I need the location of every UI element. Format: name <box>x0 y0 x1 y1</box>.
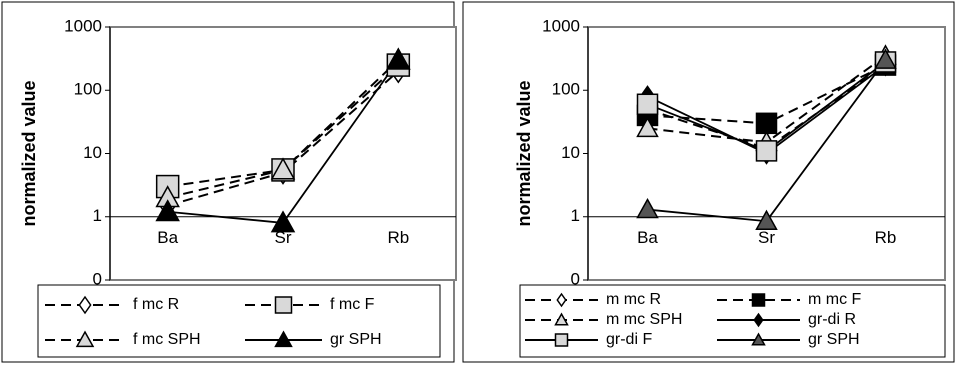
legend-marker <box>556 292 567 308</box>
legend-label: gr SPH <box>808 331 860 348</box>
frame <box>462 1 955 363</box>
legend-marker <box>274 296 293 314</box>
legend-label: f mc F <box>330 296 375 313</box>
legend-label: gr-di R <box>808 311 856 328</box>
legend-marker <box>753 312 764 328</box>
data-point <box>755 209 778 230</box>
data-point <box>636 197 659 219</box>
y-tick-label: 1 <box>571 206 580 225</box>
y-tick-label: 1000 <box>64 16 102 35</box>
x-tick-label: Ba <box>637 228 658 247</box>
legend-marker <box>75 330 95 348</box>
legend-marker <box>751 293 766 307</box>
x-tick-label: Rb <box>875 228 897 247</box>
data-point <box>874 48 897 69</box>
y-tick-label: 0 <box>571 269 580 288</box>
data-point <box>270 157 296 180</box>
x-tick-label: Ba <box>157 228 178 247</box>
legend-marker <box>751 332 766 346</box>
data-point <box>755 140 778 162</box>
y-tick-label: 1 <box>93 206 102 225</box>
y-tick-label: 100 <box>552 80 580 99</box>
series-line <box>647 64 887 150</box>
y-tick-label: 1000 <box>542 16 580 35</box>
legend-marker <box>554 312 569 326</box>
legend-label: gr-di F <box>606 331 652 348</box>
legend-marker <box>78 295 92 315</box>
legend-marker <box>554 333 569 347</box>
y-tick-label: 10 <box>83 143 102 162</box>
y-tick-label: 100 <box>74 80 102 99</box>
legend-label: m mc R <box>606 291 661 308</box>
y-axis-label: normalized value <box>514 80 534 226</box>
y-tick-label: 0 <box>93 269 102 288</box>
x-tick-label: Sr <box>758 228 775 247</box>
data-point <box>386 47 411 70</box>
legend-label: f mc R <box>133 296 179 313</box>
y-axis-label: normalized value <box>19 80 39 226</box>
data-point <box>755 112 778 135</box>
legend <box>37 284 441 358</box>
x-tick-label: Sr <box>275 228 292 247</box>
y-tick-label: 10 <box>561 143 580 162</box>
data-point <box>636 116 659 138</box>
legend-label: gr SPH <box>330 331 382 348</box>
legend-label: m mc F <box>808 291 862 308</box>
legend-marker <box>274 330 293 348</box>
x-tick-label: Rb <box>387 228 409 247</box>
legend-label: f mc SPH <box>133 331 201 348</box>
legend-label: m mc SPH <box>606 311 682 328</box>
data-point <box>636 93 659 116</box>
data-point <box>270 210 296 233</box>
data-point <box>155 199 180 222</box>
